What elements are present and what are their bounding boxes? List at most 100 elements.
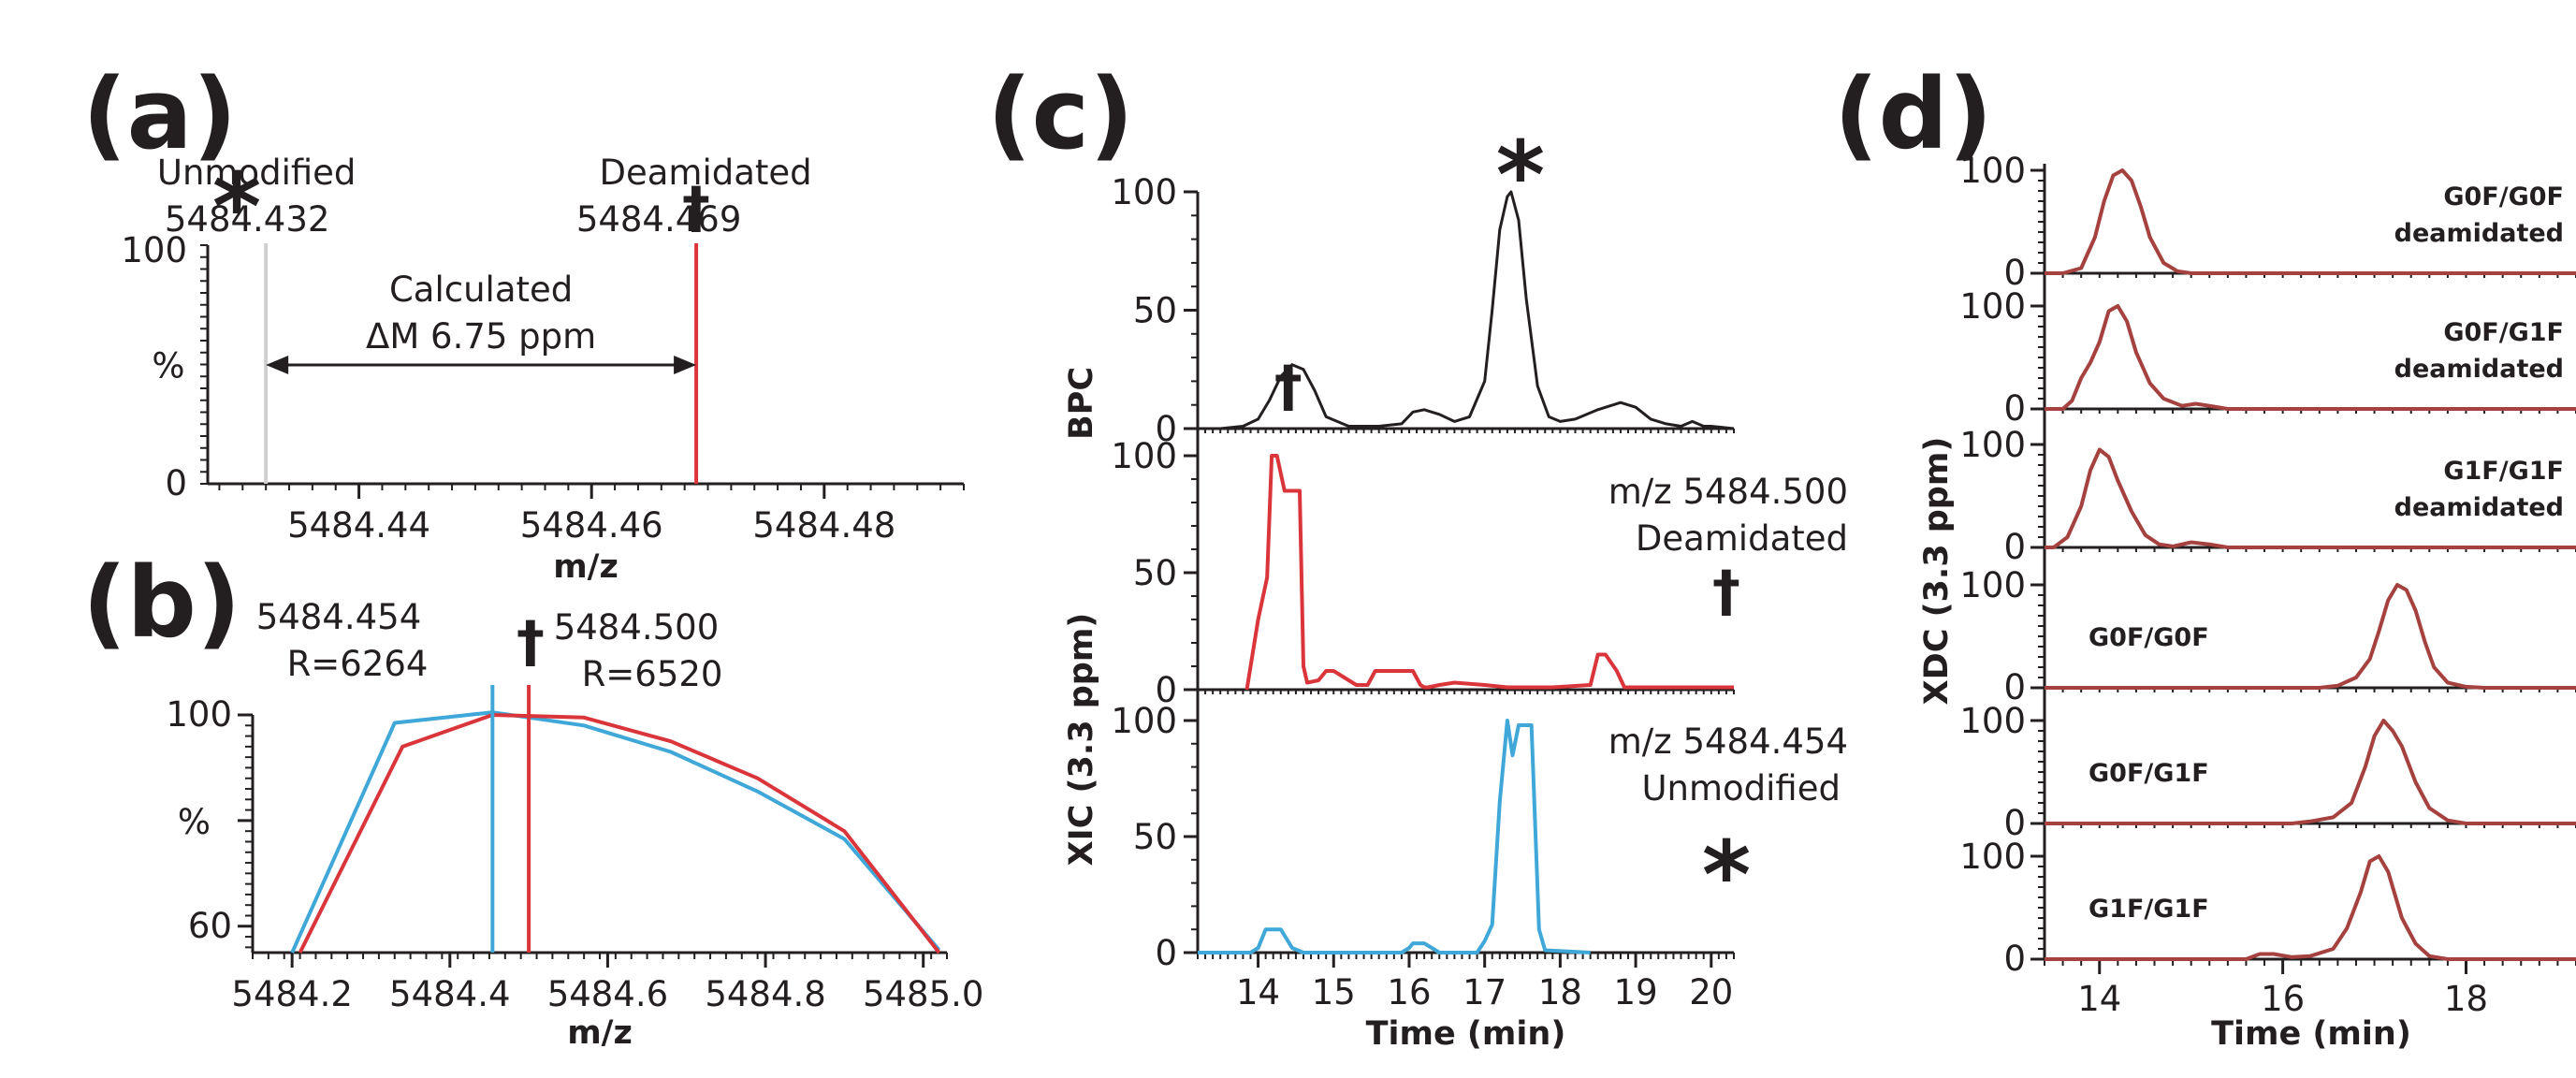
panel-c-y-tick-label: 100	[1111, 172, 1177, 212]
panel-d-trace-label-2: deamidated	[2394, 219, 2564, 248]
panel-b-red-res-label: R=6520	[582, 654, 723, 694]
panel-d-trace-label-1: G0F/G0F	[2088, 623, 2209, 652]
panel-d-trace-2	[2045, 304, 2576, 411]
panel-a-unmodified-name: Unmodified	[157, 153, 357, 193]
panel-a-arrow-label-1: Calculated	[389, 270, 573, 310]
panel-d-y-tick-label: 0	[2003, 803, 2026, 843]
panel-d-trace-label-1: G1F/G1F	[2088, 895, 2209, 924]
panel-d-trace-label-1: G0F/G1F	[2088, 759, 2209, 788]
panel-c-y-tick-label: 50	[1133, 553, 1177, 593]
panel-c-x-tick-label: 20	[1689, 972, 1733, 1012]
panel-a-delta-arrowhead	[674, 356, 697, 374]
panel-c-xic1-label-1: m/z 5484.500	[1608, 472, 1848, 512]
panel-c-x-tick-label: 19	[1614, 972, 1658, 1012]
panel-d-y-tick-label: 100	[1959, 837, 2026, 877]
panel-d-trace-label-2: deamidated	[2394, 493, 2564, 522]
panel-d-label: (d)	[1834, 57, 1993, 171]
panel-b-label: (b)	[82, 546, 241, 660]
panel-c-x-tick-label: 15	[1312, 972, 1356, 1012]
panel-a-y-axis-label: %	[152, 346, 184, 386]
panel-b-blue-peak-label: 5484.454	[256, 597, 422, 637]
panel-b-x-axis-label: m/z	[567, 1014, 633, 1052]
panel-d-y-tick-label: 100	[1959, 151, 2026, 191]
panel-b-x-tick-label: 5484.6	[547, 974, 668, 1014]
panel-a-label: (a)	[82, 57, 237, 171]
panel-c-trace-3	[1198, 719, 1591, 954]
panel-a-deamidated-name: Deamidated	[600, 153, 812, 193]
panel-d-trace-label-1: G0F/G0F	[2443, 182, 2564, 211]
panel-a-x-tick-label: 5484.48	[752, 505, 895, 546]
panel-d-trace-3	[2045, 447, 2576, 549]
panel-d-y-tick-label: 0	[2003, 388, 2026, 429]
panel-b-y-tick-label: %	[178, 802, 211, 842]
panel-a-arrow-label-2: ΔM 6.75 ppm	[366, 316, 596, 357]
panel-d-y-axis-label: XDC (3.3 ppm)	[1918, 437, 1956, 706]
panel-d-y-tick-label: 0	[2003, 939, 2026, 979]
panel-d-y-tick-label: 0	[2003, 527, 2026, 567]
panel-c-y-tick-label: 100	[1111, 436, 1177, 476]
panel-a-delta-arrowhead	[266, 356, 289, 374]
panel-b-blue-res-label: R=6264	[287, 644, 429, 684]
panel-c-bpc-dagger: †	[1274, 354, 1303, 419]
panel-c-bpc-axis-label: BPC	[1063, 367, 1100, 440]
panel-a-x-tick-label: 5484.44	[287, 505, 430, 546]
panel-c-y-tick-label: 0	[1155, 409, 1177, 449]
panel-d-trace-1	[2045, 168, 2576, 275]
panel-d-x-axis-label: Time (min)	[2211, 1015, 2411, 1053]
panel-b-x-tick-label: 5485.0	[863, 974, 983, 1014]
panel-d-trace-5	[2045, 719, 2576, 825]
panel-c-trace-2	[1244, 454, 1734, 691]
panel-c-y-tick-label: 0	[1155, 933, 1177, 973]
panel-d-trace-6	[2045, 854, 2576, 961]
panel-c-y-tick-label: 50	[1133, 817, 1177, 857]
panel-a-x-axis-label: m/z	[553, 548, 619, 586]
panel-b-y-tick-label: 60	[188, 906, 232, 946]
panel-d-y-tick-label: 0	[2003, 667, 2026, 707]
panel-d-trace-label-1: G0F/G1F	[2443, 318, 2564, 347]
panel-a-deamidated-symbol: †	[682, 175, 710, 240]
panel-c-y-tick-label: 100	[1111, 701, 1177, 741]
panel-c-xic1-label-2: Deamidated	[1636, 518, 1848, 559]
panel-d-x-tick-label: 16	[2261, 979, 2305, 1019]
panel-b-red-symbol: †	[517, 609, 545, 675]
panel-d-trace-label-1: G1F/G1F	[2443, 457, 2564, 486]
panel-c-y-tick-label: 0	[1155, 670, 1177, 710]
panel-d-y-tick-label: 100	[1959, 565, 2026, 605]
panel-d-y-tick-label: 100	[1959, 425, 2026, 465]
panel-c-bpc-asterisk: *	[1496, 121, 1545, 230]
panel-c-trace-1	[1220, 190, 1735, 430]
panel-b-x-tick-label: 5484.8	[705, 974, 825, 1014]
panel-c-xic1-dagger: †	[1712, 559, 1740, 624]
panel-a-unmodified-symbol: *	[212, 153, 261, 262]
panel-b-red-peak-label: 5484.500	[554, 607, 720, 648]
panel-b-x-tick-label: 5484.4	[389, 974, 510, 1014]
panel-a-y-tick-label: 0	[165, 463, 187, 503]
panel-d-trace-4	[2045, 583, 2576, 690]
panel-c-xic2-label-2: Unmodified	[1641, 768, 1841, 808]
panel-a-x-tick-label: 5484.46	[520, 505, 663, 546]
panel-c-x-tick-label: 18	[1538, 972, 1582, 1012]
panel-c-xic-axis-label: XIC (3.3 ppm)	[1063, 613, 1100, 867]
panel-d-y-tick-label: 100	[1959, 701, 2026, 741]
panel-b-y-tick-label: 100	[166, 694, 232, 735]
panel-a-deamidated-mz: 5484.469	[576, 199, 742, 240]
panel-d-y-tick-label: 0	[2003, 253, 2026, 293]
panel-a-unmodified-mz: 5484.432	[165, 199, 330, 240]
panel-d-y-tick-label: 100	[1959, 286, 2026, 327]
panel-b-red-series	[298, 713, 941, 954]
panel-a-y-tick-label: 100	[121, 230, 187, 270]
panel-c-y-tick-label: 50	[1133, 291, 1177, 331]
panel-b-blue-series	[290, 710, 941, 954]
panel-d-x-tick-label: 18	[2444, 979, 2488, 1019]
panel-c-xic2-asterisk: *	[1702, 821, 1751, 930]
panel-c-x-tick-label: 16	[1387, 972, 1431, 1012]
panel-c-xic2-label-1: m/z 5484.454	[1608, 721, 1848, 762]
panel-d-x-tick-label: 14	[2077, 979, 2121, 1019]
panel-c-x-tick-label: 14	[1236, 972, 1280, 1012]
panel-d-trace-label-2: deamidated	[2394, 355, 2564, 384]
panel-c-x-tick-label: 17	[1463, 972, 1506, 1012]
panel-c-label: (c)	[987, 57, 1134, 171]
panel-b-x-tick-label: 5484.2	[231, 974, 352, 1014]
panel-c-x-axis-label: Time (min)	[1366, 1015, 1566, 1053]
